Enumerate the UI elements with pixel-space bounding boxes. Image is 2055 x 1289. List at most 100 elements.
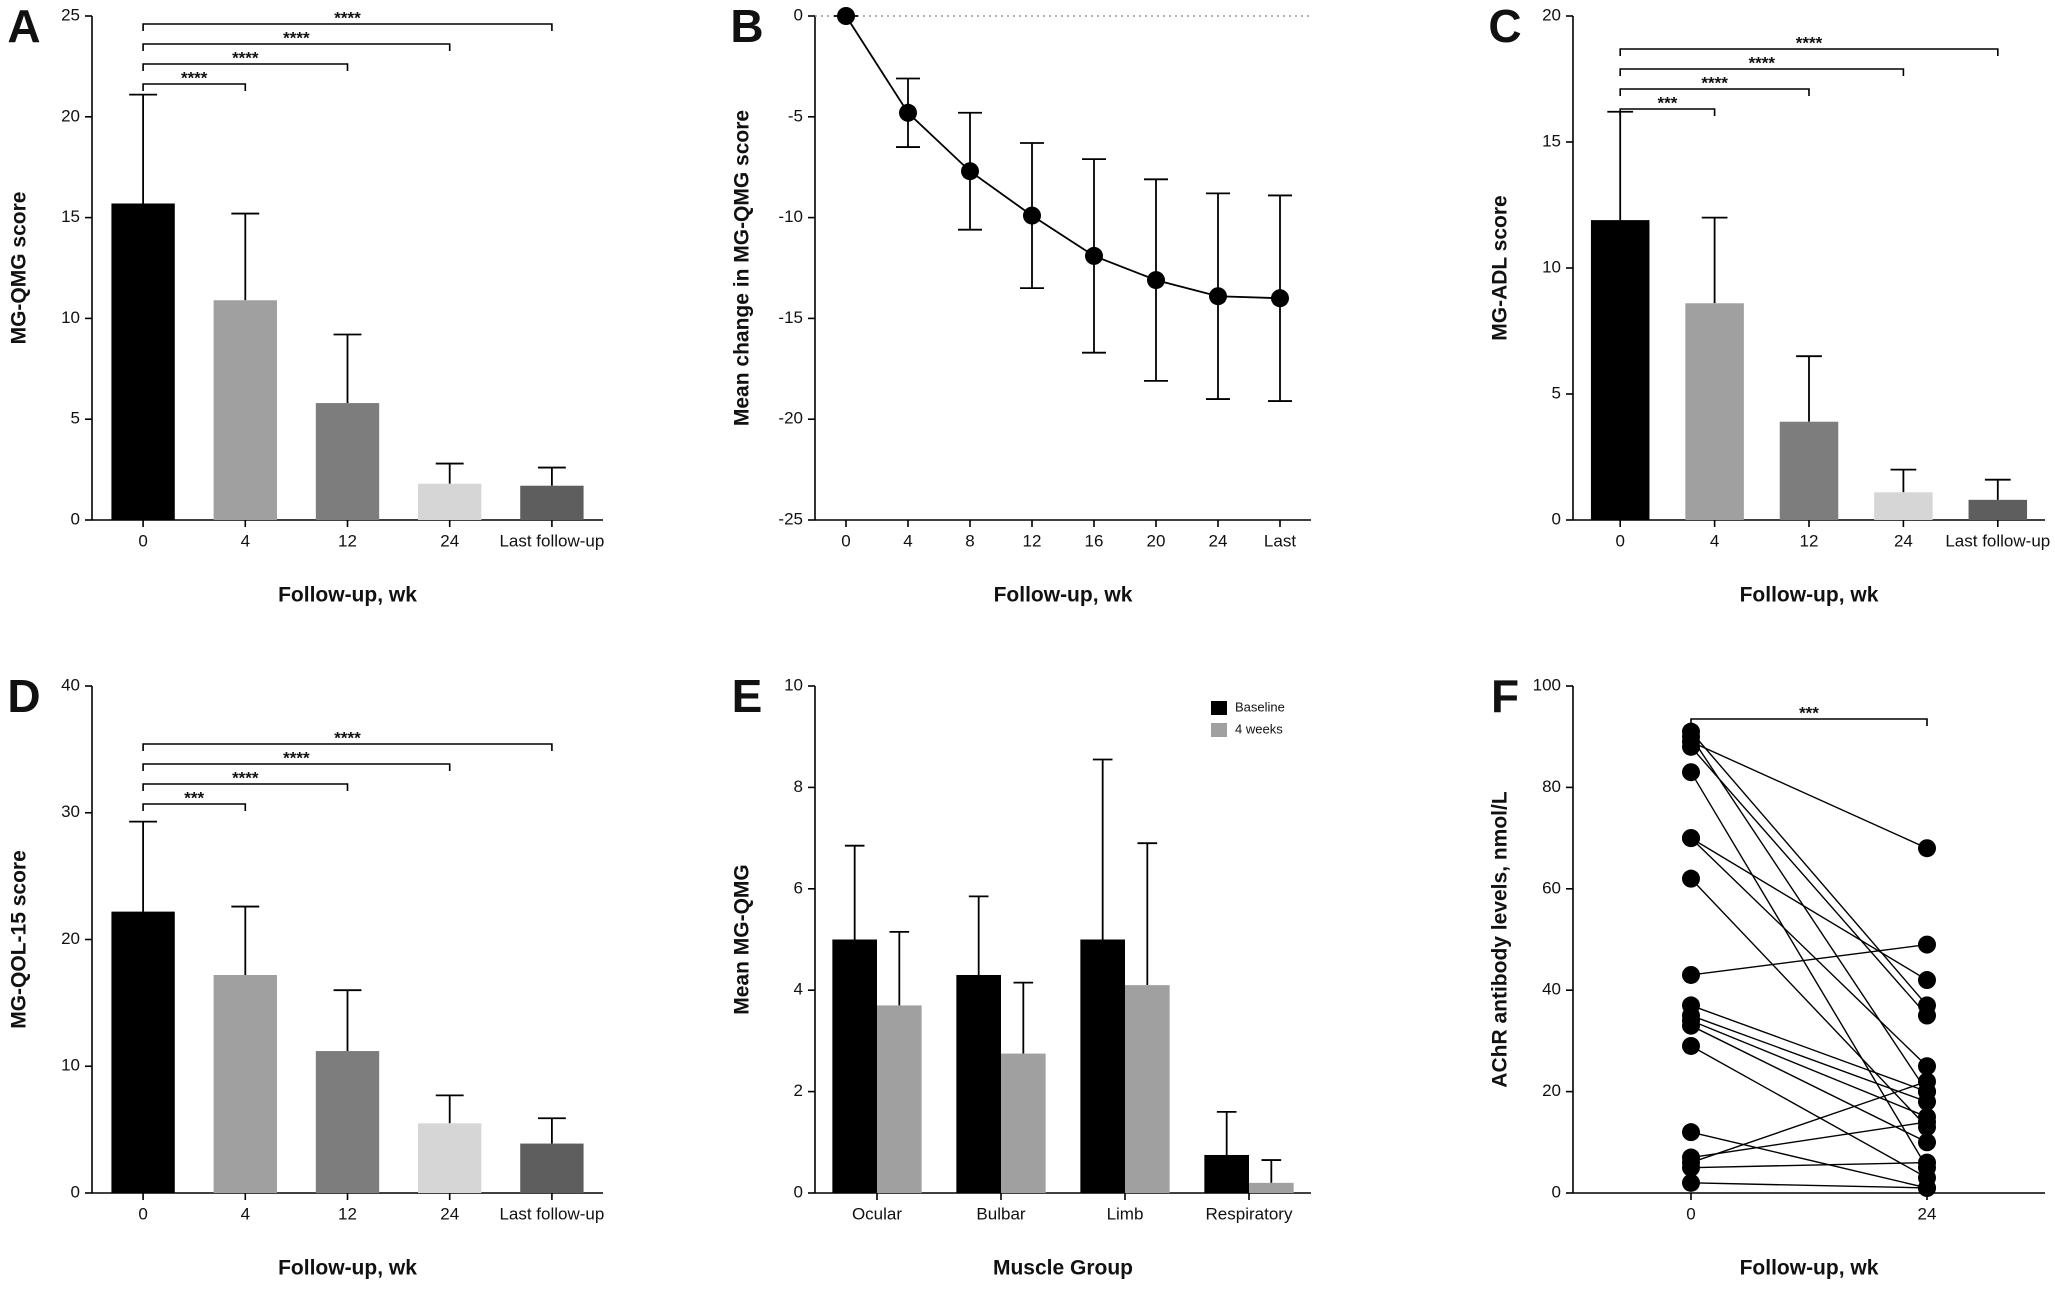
x-tick-label: Last follow-up <box>1945 531 2050 550</box>
bar <box>1125 985 1170 1193</box>
y-tick-label: 20 <box>61 929 80 948</box>
panel: 0 5 10 15 20 25 0 4 12 24 Last follow-up MG-QMG sco… <box>7 0 604 606</box>
x-tick-label: Last follow-up <box>499 531 604 550</box>
x-tick-label: 20 <box>1147 531 1166 550</box>
significance-bracket <box>142 43 451 51</box>
y-tick-label: 8 <box>794 777 803 796</box>
panel-label: F <box>1491 670 1519 722</box>
error-bar <box>1092 758 1113 940</box>
panel: -25 -20 -15 -10 -5 0 0 4 8 12 16 20 24 Last Mean chang… <box>730 0 1311 607</box>
error-bar <box>333 333 362 404</box>
pair-line <box>1690 1080 1928 1164</box>
y-tick-label: 5 <box>71 409 80 428</box>
bar <box>418 483 482 520</box>
y-tick-label: -20 <box>778 409 803 428</box>
error-bar <box>537 1117 566 1144</box>
error-bar <box>333 989 362 1052</box>
x-tick-label: Respiratory <box>1206 1204 1293 1223</box>
x-axis-title: Follow-up, wk <box>1740 584 1879 607</box>
y-tick-label: 25 <box>61 5 80 24</box>
pair-line <box>1690 1014 1928 1103</box>
error-bar <box>844 844 865 940</box>
significance-label: *** <box>1799 703 1819 722</box>
error-bar <box>1261 1159 1282 1183</box>
y-tick-label: 80 <box>1542 777 1561 796</box>
marker <box>1209 287 1227 306</box>
bar <box>1001 1053 1046 1193</box>
y-tick-label: 20 <box>61 106 80 125</box>
error-bar <box>231 905 260 975</box>
x-tick-label: 4 <box>903 531 912 550</box>
error-bar <box>1216 1110 1237 1155</box>
x-tick-label: 0 <box>841 531 850 550</box>
x-tick-label: Last <box>1264 531 1296 550</box>
point <box>1918 1092 1936 1111</box>
point <box>1682 829 1700 848</box>
panel-label: B <box>730 0 763 52</box>
x-tick-label: 4 <box>241 1204 250 1223</box>
significance-bracket <box>1619 88 1810 96</box>
pair-line <box>1690 746 1928 1017</box>
y-axis-title: MG-QOL-15 score <box>8 850 31 1029</box>
pair-line <box>1690 736 1928 1092</box>
x-tick-label: Limb <box>1107 1204 1144 1223</box>
panel-label: A <box>7 0 40 52</box>
point <box>1682 1158 1700 1177</box>
bar <box>418 1123 482 1193</box>
bar <box>111 911 175 1193</box>
y-tick-label: 15 <box>61 207 80 226</box>
pair-line <box>1690 741 1928 849</box>
bar <box>1779 421 1839 520</box>
bar <box>1080 939 1125 1193</box>
y-tick-label: 10 <box>61 1056 80 1075</box>
y-tick-label: 100 <box>1533 675 1561 694</box>
error-bar <box>537 466 566 486</box>
panel: 0 20 40 60 80 100 0 24 AChR antibody levels, nmo… <box>1489 670 2045 1280</box>
pair-line <box>1690 1182 1928 1189</box>
x-tick-label: 24 <box>440 1204 459 1223</box>
pair-line <box>1690 1025 1928 1143</box>
significance-label: **** <box>232 768 259 787</box>
y-tick-label: 60 <box>1542 878 1561 897</box>
point <box>1682 869 1700 888</box>
significance-label: **** <box>334 8 361 27</box>
pair-line <box>1690 1045 1928 1179</box>
error-bar <box>129 820 158 912</box>
bar <box>877 1005 922 1193</box>
y-axis-title: MG-ADL score <box>1489 195 1512 340</box>
y-tick-label: 0 <box>794 5 803 24</box>
bar <box>1590 220 1650 520</box>
y-tick-label: 30 <box>61 802 80 821</box>
x-tick-label: Ocular <box>852 1204 902 1223</box>
error-bar <box>889 930 910 1006</box>
significance-label: **** <box>232 48 259 67</box>
x-tick-label: 24 <box>1894 531 1913 550</box>
line <box>845 15 1281 300</box>
significance-label: **** <box>283 28 310 47</box>
point <box>1682 1173 1700 1192</box>
y-tick-label: 20 <box>1542 5 1561 24</box>
significance-label: **** <box>181 68 208 87</box>
point <box>1682 763 1700 782</box>
error-bar <box>1013 981 1034 1054</box>
significance-label: **** <box>334 728 361 747</box>
x-tick-label: 12 <box>1023 531 1042 550</box>
legend-swatch <box>1211 723 1227 737</box>
x-tick-label: Bulbar <box>976 1204 1025 1223</box>
bar <box>1204 1154 1249 1193</box>
y-tick-label: 2 <box>794 1081 803 1100</box>
error-bar <box>1984 478 2011 500</box>
pair-line <box>1690 1121 1928 1159</box>
x-tick-label: 4 <box>1710 531 1719 550</box>
significance-bracket <box>142 63 349 71</box>
x-tick-label: 0 <box>1686 1204 1695 1223</box>
bar <box>1685 303 1744 520</box>
significance-label: **** <box>283 748 310 767</box>
point <box>1918 1072 1936 1091</box>
x-axis-title: Follow-up, wk <box>994 584 1133 607</box>
error-bar <box>129 93 158 204</box>
marker <box>1271 289 1289 308</box>
x-axis-title: Follow-up, wk <box>278 584 417 607</box>
x-tick-label: 12 <box>338 1204 357 1223</box>
significance-label: *** <box>184 788 204 807</box>
